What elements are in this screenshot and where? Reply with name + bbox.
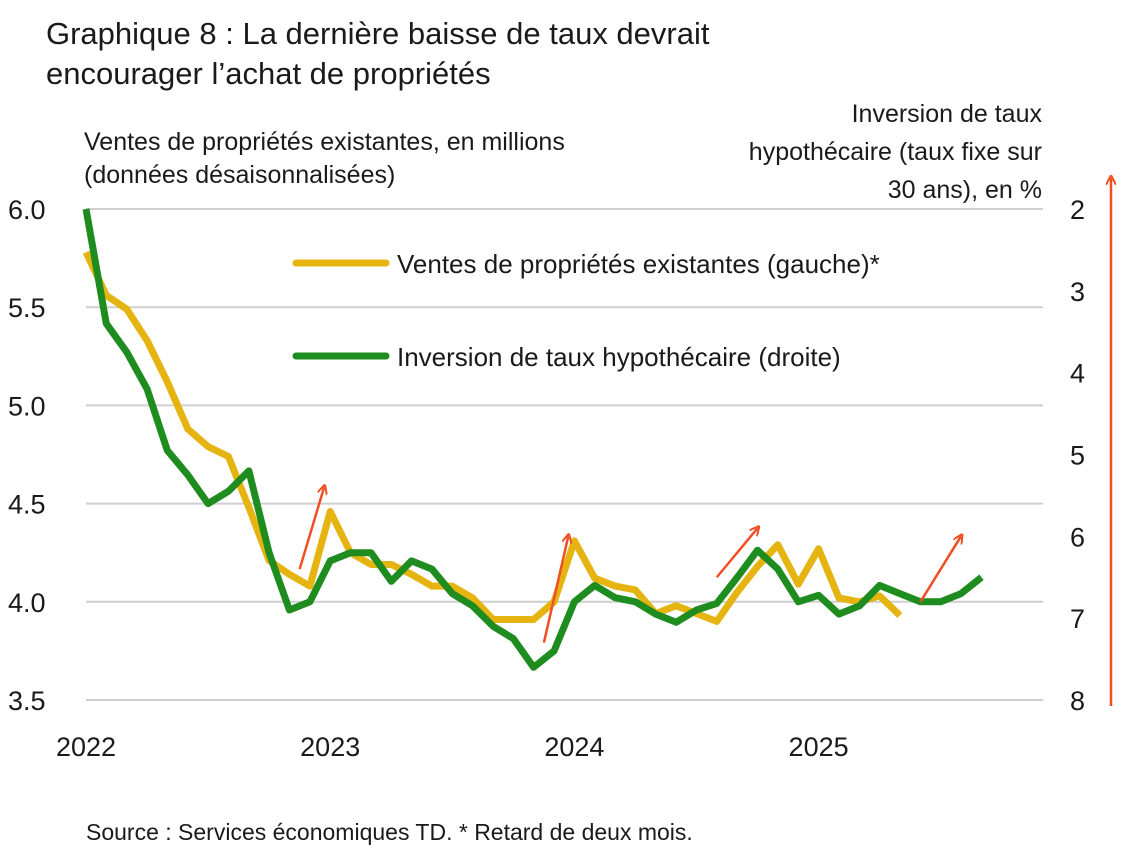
y-right-tick-label: 6 [1070, 522, 1085, 552]
right-axis-label-line-2: hypothécaire (taux fixe sur [748, 138, 1042, 166]
chart-title-line-1: Graphique 8 : La dernière baisse de taux… [46, 16, 710, 51]
trend-arrow [919, 536, 961, 603]
y-right-tick-label: 3 [1070, 277, 1085, 307]
left-axis-label-line-1: Ventes de propriétés existantes, en mill… [84, 128, 565, 156]
y-left-tick-label: 3.5 [8, 686, 46, 716]
left-axis-label: Ventes de propriétés existantes, en mill… [84, 126, 565, 192]
y-right-tick-label: 2 [1070, 195, 1085, 225]
y-left-tick-label: 5.0 [8, 391, 46, 421]
axis-ticks: 6.0 5.5 5.0 4.5 4.0 3.5 2 3 4 5 6 7 8 2022 2023 2024 202… [8, 195, 1085, 762]
legend-label-sales: Ventes de propriétés existantes (gauche)… [397, 249, 880, 279]
chart-title-line-2: encourager l’achat de propriétés [46, 56, 491, 91]
right-axis-label-line-1: Inversion de taux [851, 100, 1042, 128]
legend: Ventes de propriétés existantes (gauche)… [292, 249, 880, 372]
y-right-tick-label: 4 [1070, 359, 1085, 389]
series-line-mortgage [82, 208, 984, 671]
trend-arrows [298, 178, 1111, 706]
trend-arrow [298, 487, 324, 570]
x-tick-label: 2024 [544, 732, 604, 762]
chart-title: Graphique 8 : La dernière baisse de taux… [46, 14, 946, 94]
legend-label-mortgage: Inversion de taux hypothécaire (droite) [397, 342, 841, 372]
left-axis-label-line-2: (données désaisonnalisées) [84, 161, 396, 189]
y-right-tick-label: 8 [1070, 686, 1085, 716]
y-right-tick-label: 5 [1070, 441, 1085, 471]
trend-arrow [542, 536, 568, 643]
y-left-tick-label: 4.0 [8, 588, 46, 618]
y-left-tick-label: 4.5 [8, 490, 46, 520]
series-lines [82, 208, 984, 671]
right-axis-label-line-3: 30 ans), en % [887, 176, 1042, 204]
x-tick-label: 2025 [789, 732, 849, 762]
y-left-tick-label: 5.5 [8, 293, 46, 323]
y-left-tick-label: 6.0 [8, 195, 46, 225]
x-tick-label: 2022 [56, 732, 116, 762]
right-axis-label: Inversion de taux hypothécaire (taux fix… [749, 95, 1042, 209]
source-note: Source : Services économiques TD. * Reta… [86, 819, 693, 845]
y-right-tick-label: 7 [1070, 604, 1085, 634]
x-tick-label: 2023 [300, 732, 360, 762]
trend-arrow [715, 528, 758, 579]
